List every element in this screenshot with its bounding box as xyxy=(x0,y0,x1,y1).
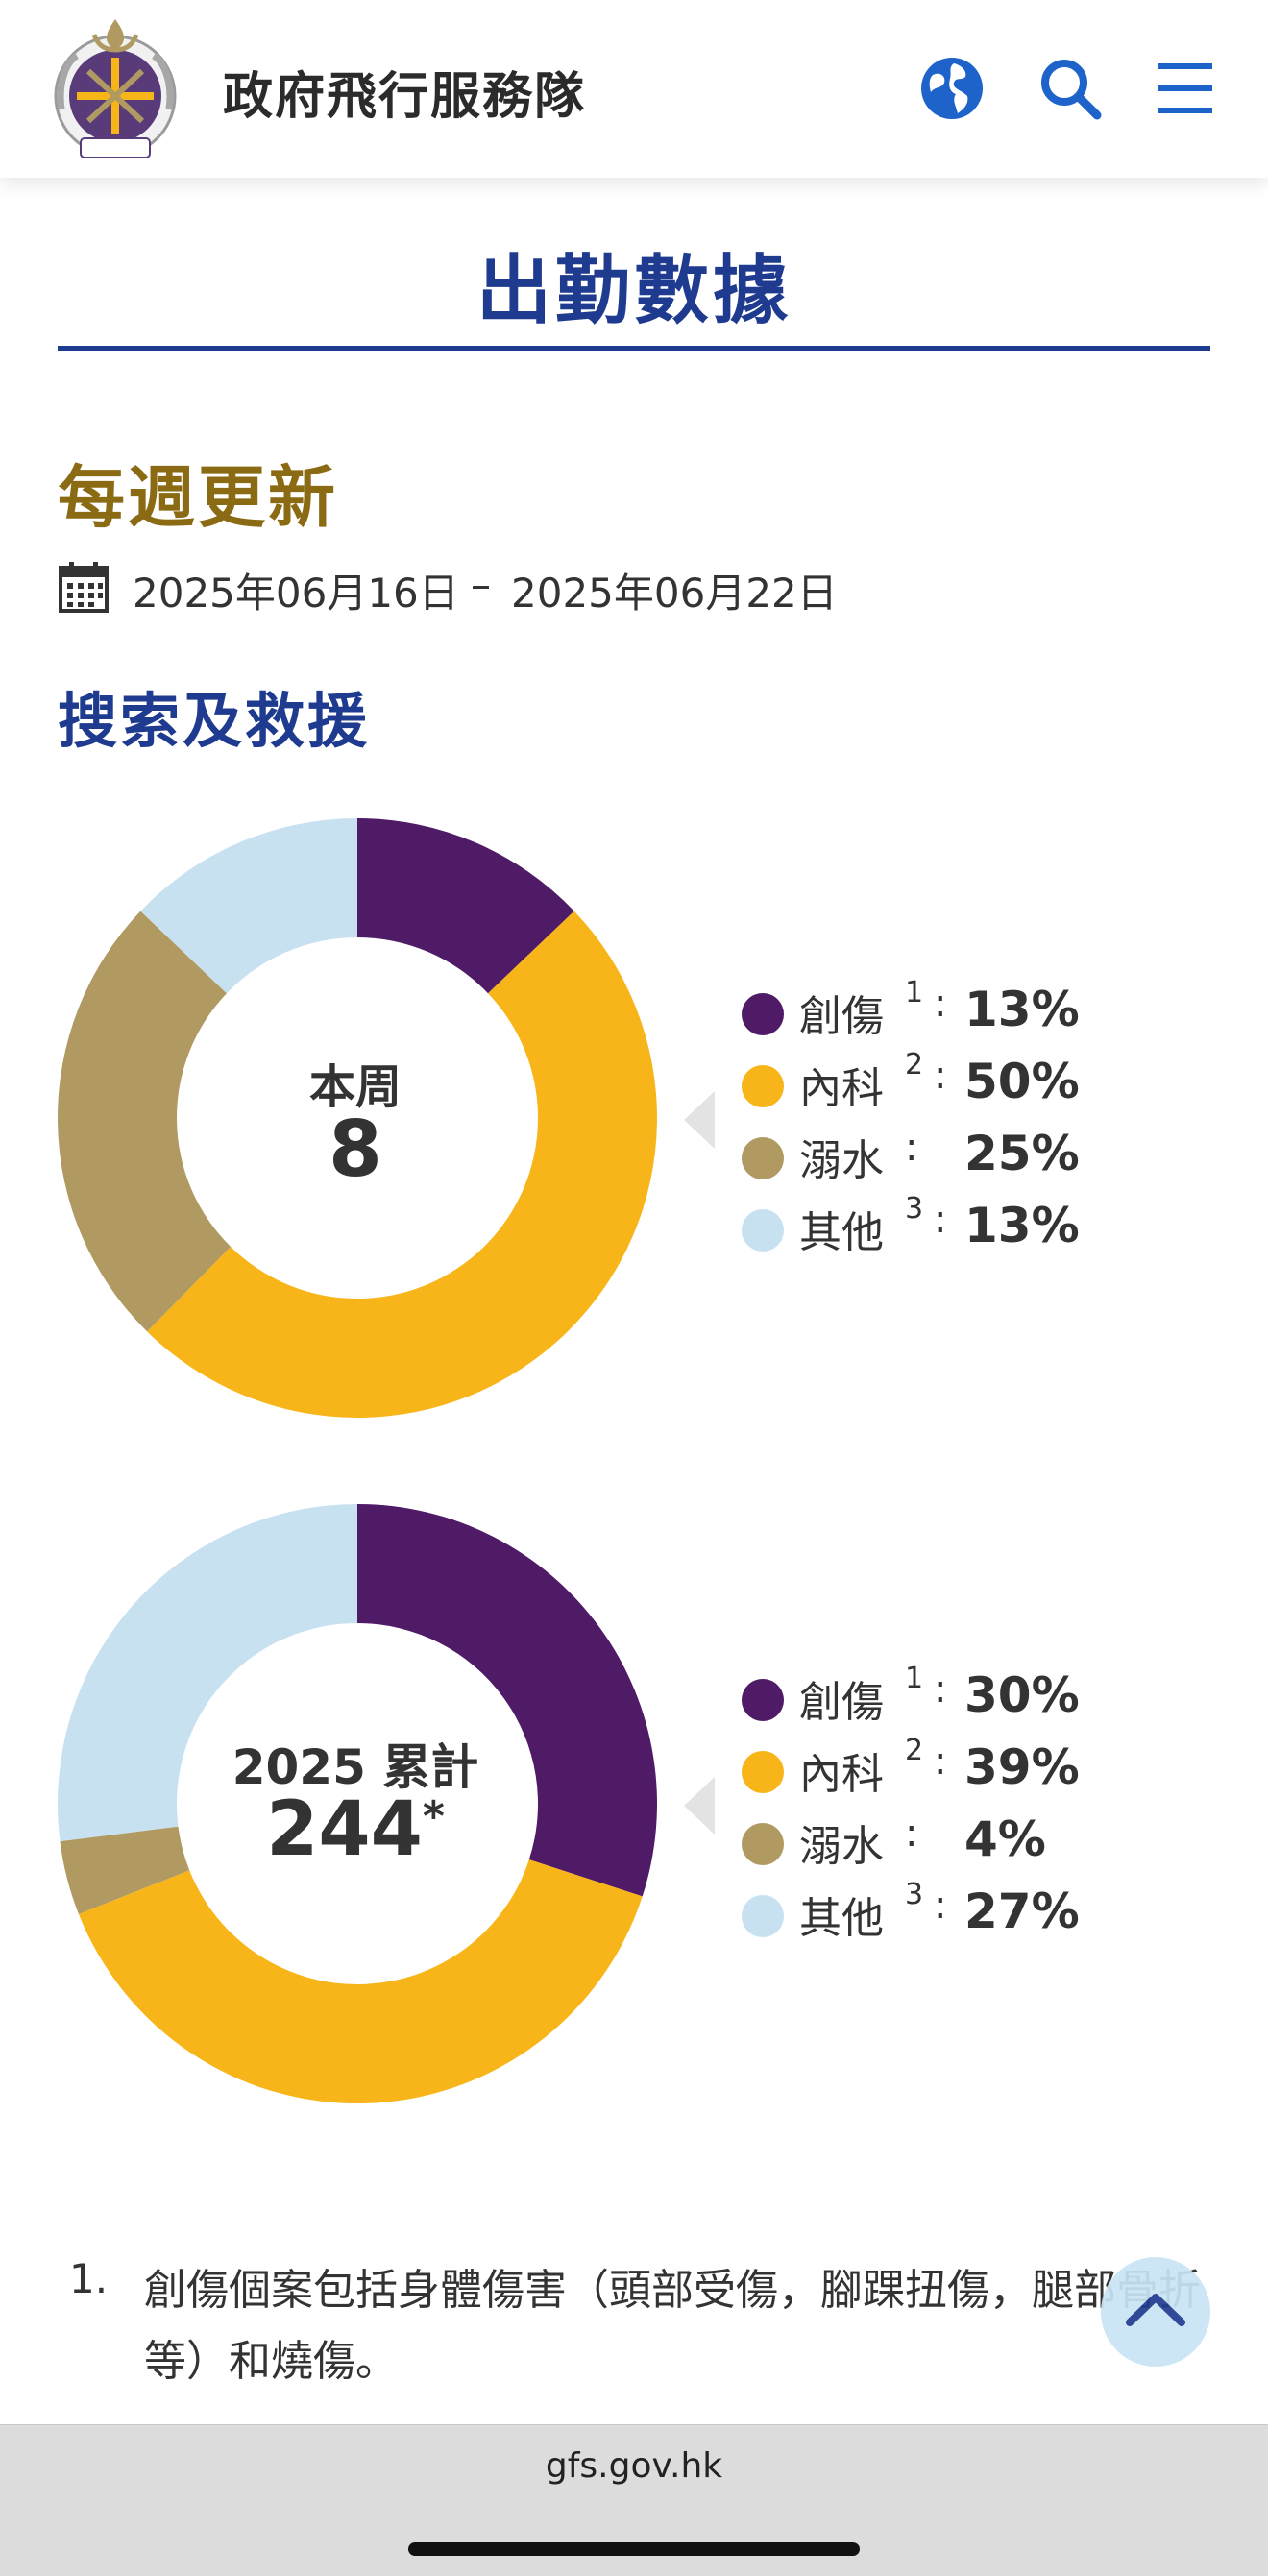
legend-percentage: 13% xyxy=(964,982,1080,1037)
legend-pointer xyxy=(684,1777,715,1835)
update-frequency-heading: 每週更新 xyxy=(58,458,338,537)
legend-percentage: 30% xyxy=(964,1667,1080,1723)
browser-address-bar[interactable]: gfs.gov.hk xyxy=(0,2424,1268,2576)
legend-percentage: 25% xyxy=(964,1126,1080,1181)
section-title: 搜索及救援 xyxy=(58,686,371,756)
legend-colon: : xyxy=(934,1883,947,1928)
legend-percentage: 27% xyxy=(964,1883,1080,1939)
footnote-superscript: 2 xyxy=(905,1048,924,1081)
slice-drowning xyxy=(60,1826,190,1914)
donut-center-value: 8 xyxy=(329,1105,382,1194)
legend-pointer xyxy=(684,1091,715,1149)
calendar-icon xyxy=(59,562,109,613)
legend-label: 內科 xyxy=(799,1064,884,1113)
legend-swatch xyxy=(742,1895,784,1937)
slice-medical xyxy=(78,1859,643,2103)
footnote-mark: * xyxy=(422,1792,445,1841)
donut-center-value: 244* xyxy=(259,1786,451,1873)
legend-label: 內科 xyxy=(799,1750,884,1799)
date-end: 2025年06月22日 xyxy=(511,570,838,617)
legend-swatch xyxy=(742,1679,784,1721)
slice-trauma xyxy=(357,1504,657,1897)
logo-icon[interactable] xyxy=(38,13,192,167)
legend-colon: : xyxy=(934,1739,947,1784)
legend-percentage: 50% xyxy=(964,1054,1080,1109)
donut-center-label: 2025 累計 xyxy=(232,1739,479,1795)
donut-center-number: 244 xyxy=(266,1786,423,1873)
slice-medical xyxy=(147,911,657,1418)
footnote-superscript: 2 xyxy=(905,1734,924,1767)
legend-swatch xyxy=(742,1137,784,1179)
legend-percentage: 4% xyxy=(964,1811,1046,1867)
slice-other xyxy=(140,818,357,994)
footnote-superscript: 1 xyxy=(905,1662,924,1695)
footnote-superscript: 3 xyxy=(905,1192,924,1226)
date-separator: – xyxy=(471,561,491,608)
legend-label: 創傷 xyxy=(799,1678,884,1727)
footnote-superscript: 3 xyxy=(905,1878,924,1911)
globe-icon[interactable] xyxy=(917,54,987,123)
legend-colon: : xyxy=(934,982,947,1026)
site-header: 政府飛行服務隊 xyxy=(0,0,1268,178)
legend-colon: : xyxy=(905,1811,918,1856)
legend-swatch xyxy=(742,1823,784,1865)
back-to-top-button[interactable] xyxy=(1101,2257,1210,2367)
legend-colon: : xyxy=(934,1198,947,1242)
legend-swatch xyxy=(742,1209,784,1252)
donut-chart-cumulative xyxy=(58,1504,657,2103)
legend-swatch xyxy=(742,1065,784,1107)
search-icon[interactable] xyxy=(1036,54,1105,123)
legend-colon: : xyxy=(934,1667,947,1712)
donut-center-label: 本周 xyxy=(308,1060,402,1114)
legend-percentage: 39% xyxy=(964,1739,1080,1795)
legend-swatch xyxy=(742,1751,784,1793)
date-start: 2025年06月16日 xyxy=(133,570,459,617)
footnote-text: 創傷個案包括身體傷害（頭部受傷，腳踝扭傷，腿部骨折等）和燒傷。 xyxy=(144,2266,1201,2386)
slice-other xyxy=(58,1504,357,1842)
legend-swatch xyxy=(742,993,784,1035)
donut-chart-weekly xyxy=(58,818,657,1418)
site-name[interactable]: 政府飛行服務隊 xyxy=(223,68,587,126)
legend-label: 溺水 xyxy=(799,1822,884,1871)
legend-label: 創傷 xyxy=(799,992,884,1041)
footnote-superscript: 1 xyxy=(905,976,924,1009)
legend-percentage: 13% xyxy=(964,1198,1080,1253)
page-title: 出勤數據 xyxy=(476,248,792,334)
slice-trauma xyxy=(357,818,574,994)
menu-icon[interactable] xyxy=(1151,54,1220,123)
legend-colon: : xyxy=(905,1126,918,1170)
legend-colon: : xyxy=(934,1054,947,1098)
legend-label: 溺水 xyxy=(799,1136,884,1185)
legend-label: 其他 xyxy=(799,1894,884,1943)
legend-label: 其他 xyxy=(799,1208,884,1257)
title-divider xyxy=(58,346,1210,351)
slice-drowning xyxy=(58,911,232,1332)
url-text[interactable]: gfs.gov.hk xyxy=(545,2446,723,2486)
footnote-number: 1. xyxy=(69,2255,109,2302)
home-indicator[interactable] xyxy=(408,2542,860,2556)
